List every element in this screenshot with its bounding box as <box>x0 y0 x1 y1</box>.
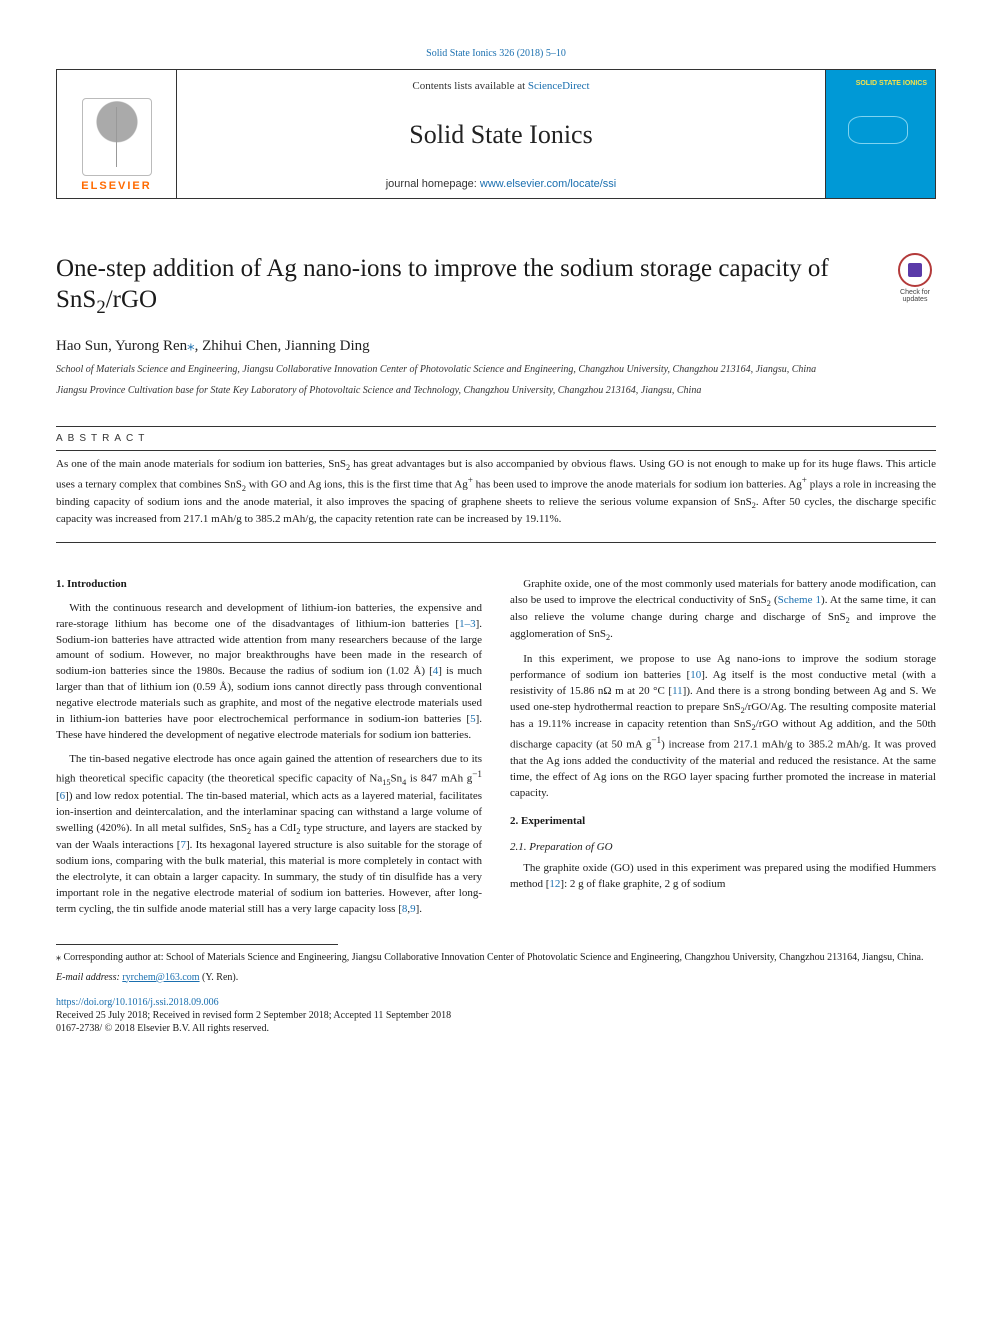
scheme-link[interactable]: Scheme 1 <box>778 594 821 606</box>
sup: −1 <box>651 735 661 745</box>
rule-bottom <box>56 542 936 543</box>
intro-para-1: With the continuous research and develop… <box>56 601 482 744</box>
section-1-head: 1. Introduction <box>56 577 482 593</box>
txt: has a CdI <box>251 822 296 834</box>
email-suffix: (Y. Ren). <box>200 972 239 983</box>
journal-cover: SOLID STATE IONICS <box>825 70 935 198</box>
rule-top <box>56 426 936 427</box>
cover-art-icon <box>848 116 908 144</box>
intro-para-3: Graphite oxide, one of the most commonly… <box>510 577 936 644</box>
intro-para-4: In this experiment, we propose to use Ag… <box>510 652 936 802</box>
cover-title: SOLID STATE IONICS <box>856 80 927 87</box>
elsevier-tree-icon <box>82 98 152 176</box>
contents-line: Contents lists available at ScienceDirec… <box>412 80 589 92</box>
affiliation-1: School of Materials Science and Engineer… <box>56 363 936 377</box>
dates-line: Received 25 July 2018; Received in revis… <box>56 1010 936 1021</box>
txt: ( <box>771 594 778 606</box>
abs-seg: As one of the main anode materials for s… <box>56 458 346 470</box>
homepage-line: journal homepage: www.elsevier.com/locat… <box>386 178 617 190</box>
email-link[interactable]: ryrchem@163.com <box>122 972 199 983</box>
ref-link[interactable]: 1–3 <box>459 618 476 630</box>
corresponding-mark: ⁎ <box>187 338 195 354</box>
ref-link[interactable]: 10 <box>690 669 701 681</box>
homepage-link[interactable]: www.elsevier.com/locate/ssi <box>480 178 616 190</box>
txt: . <box>610 628 613 640</box>
title-pre: One-step addition of Ag nano-ions to imp… <box>56 255 829 313</box>
publisher-name: ELSEVIER <box>81 180 151 192</box>
abstract-block: ABSTRACT As one of the main anode materi… <box>56 426 936 543</box>
abs-seg: has been used to improve the anode mater… <box>473 478 802 490</box>
paper-title: One-step addition of Ag nano-ions to imp… <box>56 253 876 320</box>
homepage-prefix: journal homepage: <box>386 178 480 190</box>
txt: With the continuous research and develop… <box>56 602 482 630</box>
intro-para-2: The tin-based negative electrode has onc… <box>56 752 482 917</box>
copyright-line: 0167-2738/ © 2018 Elsevier B.V. All righ… <box>56 1023 936 1034</box>
txt: is 847 mAh g <box>406 773 472 785</box>
sup: −1 <box>472 769 482 779</box>
ref-link[interactable]: 12 <box>549 878 560 890</box>
journal-banner: ELSEVIER Contents lists available at Sci… <box>56 69 936 199</box>
banner-center: Contents lists available at ScienceDirec… <box>177 70 825 198</box>
author-2: Yurong Ren <box>115 338 187 354</box>
doi-link[interactable]: https://doi.org/10.1016/j.ssi.2018.09.00… <box>56 997 219 1008</box>
footnote-rule <box>56 944 338 945</box>
txt: ]. <box>416 903 422 915</box>
check-updates-badge[interactable]: Check for updates <box>894 253 936 303</box>
title-sub: 2 <box>96 297 105 318</box>
publisher-logo-box: ELSEVIER <box>57 70 177 198</box>
section-2-1-head: 2.1. Preparation of GO <box>510 840 936 856</box>
author-rest: , Zhihui Chen, Jianning Ding <box>195 338 370 354</box>
contents-prefix: Contents lists available at <box>412 80 527 92</box>
abstract-text: As one of the main anode materials for s… <box>56 457 936 528</box>
section-2-head: 2. Experimental <box>510 814 936 830</box>
journal-crumb: Solid State Ionics 326 (2018) 5–10 <box>56 48 936 59</box>
crossmark-icon <box>898 253 932 287</box>
abs-seg: with GO and Ag ions, this is the first t… <box>246 478 468 490</box>
title-post: /rGO <box>106 286 157 313</box>
journal-name: Solid State Ionics <box>409 120 592 150</box>
author-list: Hao Sun, Yurong Ren⁎, Zhihui Chen, Jiann… <box>56 336 936 355</box>
affiliation-2: Jiangsu Province Cultivation base for St… <box>56 384 936 398</box>
check-updates-label: Check for updates <box>894 289 936 303</box>
txt: Sn <box>390 773 402 785</box>
txt: ]: 2 g of flake graphite, 2 g of sodium <box>560 878 725 890</box>
body-columns: 1. Introduction With the continuous rese… <box>56 577 936 918</box>
corresponding-note: ⁎ Corresponding author at: School of Mat… <box>56 951 936 965</box>
author-1: Hao Sun <box>56 338 108 354</box>
rule-mid <box>56 450 936 451</box>
ref-link[interactable]: 11 <box>672 685 683 697</box>
exp-para-1: The graphite oxide (GO) used in this exp… <box>510 861 936 893</box>
email-line: E-mail address: ryrchem@163.com (Y. Ren)… <box>56 971 936 985</box>
sciencedirect-link[interactable]: ScienceDirect <box>528 80 590 92</box>
abstract-heading: ABSTRACT <box>56 433 936 444</box>
email-label: E-mail address: <box>56 972 122 983</box>
doi-line: https://doi.org/10.1016/j.ssi.2018.09.00… <box>56 997 936 1008</box>
